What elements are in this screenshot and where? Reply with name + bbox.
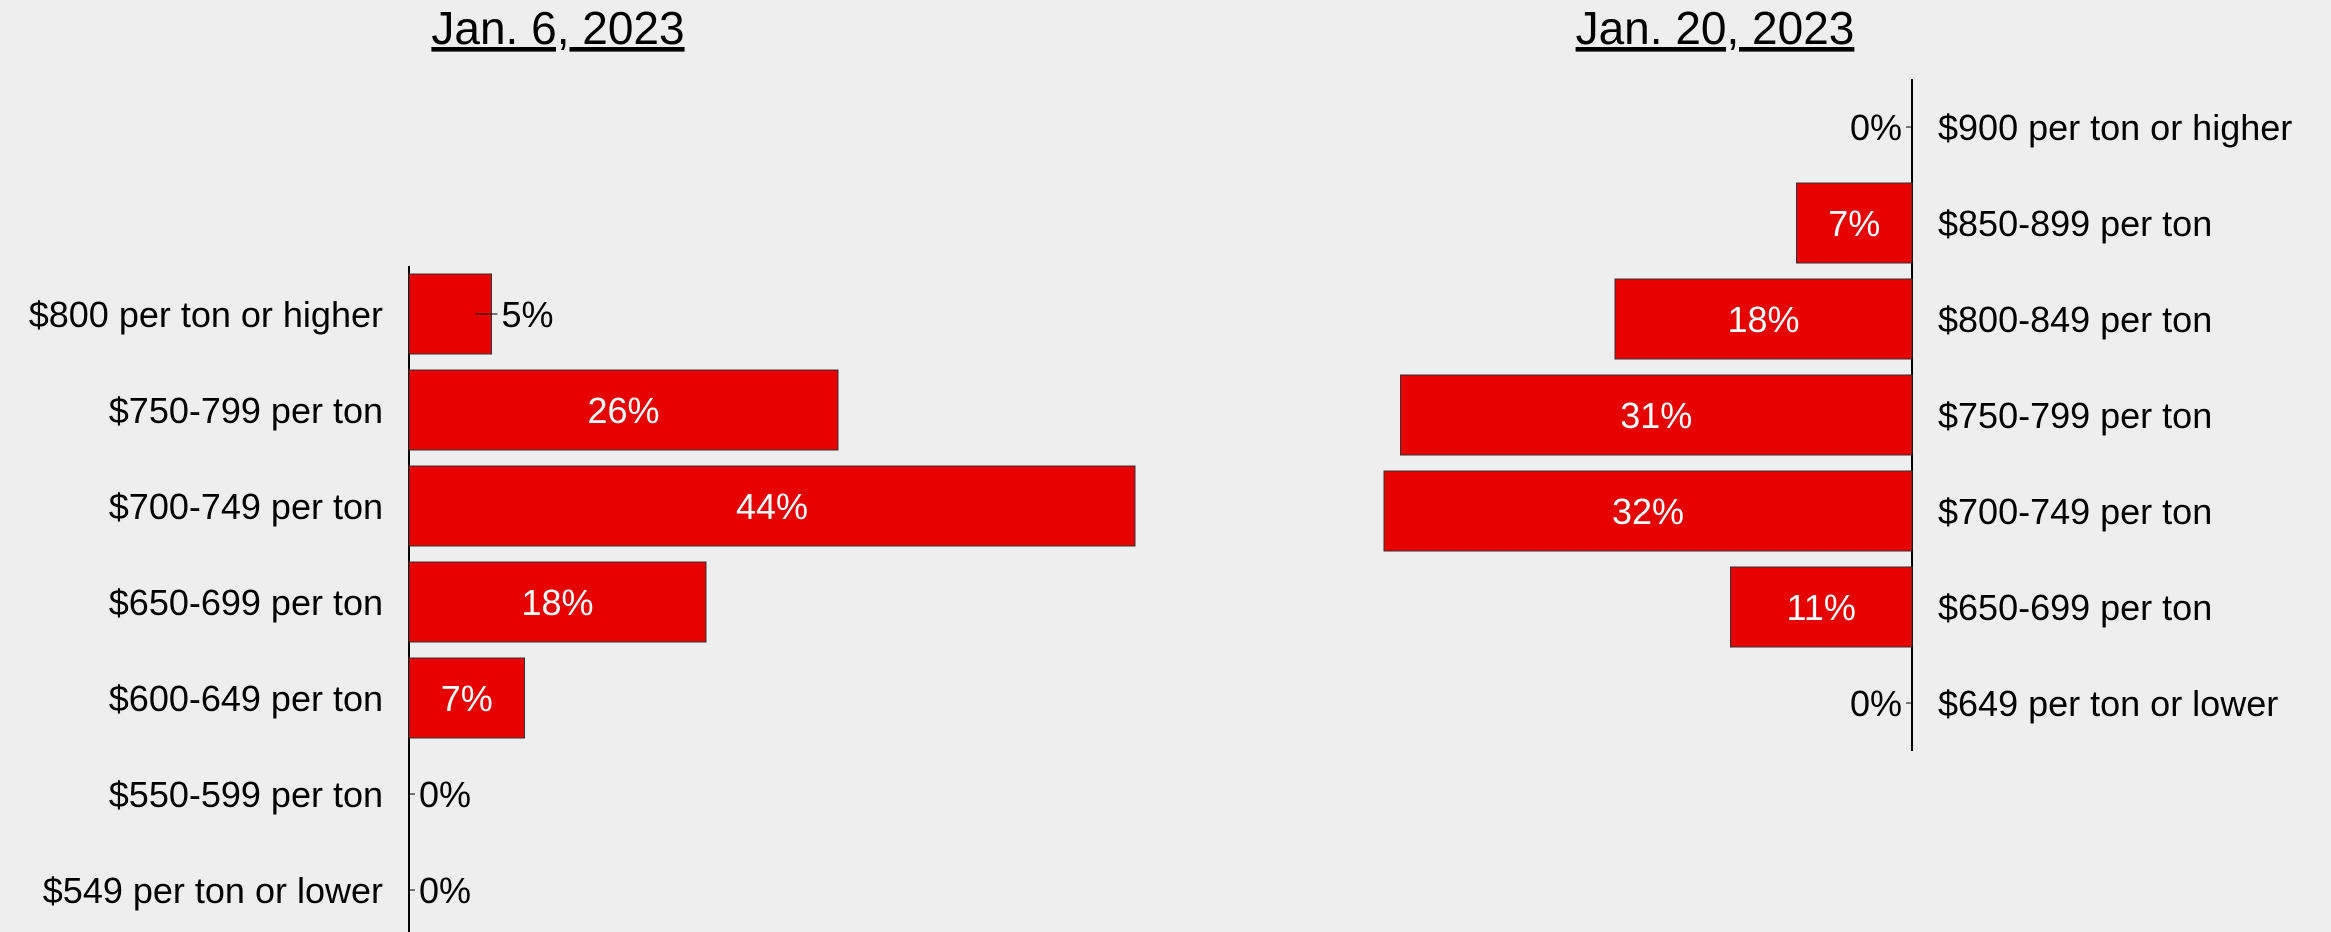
category-label-left: $550-599 per ton xyxy=(109,774,383,815)
bar-left xyxy=(408,465,1136,547)
category-label-left: $800 per ton or higher xyxy=(29,294,383,335)
value-label-right: 7% xyxy=(1828,203,1880,244)
value-label-left: 5% xyxy=(502,294,554,335)
value-label-left: 0% xyxy=(419,774,471,815)
category-label-right: $850-899 per ton xyxy=(1938,203,2212,244)
category-label-left: $650-699 per ton xyxy=(109,582,383,623)
bar-right xyxy=(1383,470,1913,552)
value-label-left: 44% xyxy=(736,486,808,527)
category-label-right: $650-699 per ton xyxy=(1938,587,2212,628)
category-label-left: $600-649 per ton xyxy=(109,678,383,719)
value-label-right: 31% xyxy=(1620,395,1692,436)
value-label-right: 11% xyxy=(1787,587,1856,628)
category-label-left: $750-799 per ton xyxy=(109,390,383,431)
chart-title-left: Jan. 6, 2023 xyxy=(431,2,684,54)
bar-left xyxy=(408,369,839,451)
value-label-left: 7% xyxy=(441,678,493,719)
bar-right xyxy=(1400,374,1913,456)
value-label-left: 18% xyxy=(521,582,593,623)
category-label-right: $700-749 per ton xyxy=(1938,491,2212,532)
value-label-right: 0% xyxy=(1850,683,1902,724)
bar-right xyxy=(1796,182,1913,264)
category-label-left: $549 per ton or lower xyxy=(43,870,383,911)
value-label-right: 18% xyxy=(1727,299,1799,340)
value-label-left: 0% xyxy=(419,870,471,911)
category-label-right: $649 per ton or lower xyxy=(1938,683,2278,724)
category-label-right: $750-799 per ton xyxy=(1938,395,2212,436)
value-label-right: 32% xyxy=(1612,491,1684,532)
bar-left xyxy=(408,657,525,739)
category-label-right: $800-849 per ton xyxy=(1938,299,2212,340)
value-label-left: 26% xyxy=(587,390,659,431)
bar-right xyxy=(1730,566,1913,648)
category-label-right: $900 per ton or higher xyxy=(1938,107,2292,148)
value-label-right: 0% xyxy=(1850,107,1902,148)
chart-title-right: Jan. 20, 2023 xyxy=(1576,2,1855,54)
bar-left xyxy=(408,561,707,643)
category-label-left: $700-749 per ton xyxy=(109,486,383,527)
bar-right xyxy=(1614,278,1913,360)
